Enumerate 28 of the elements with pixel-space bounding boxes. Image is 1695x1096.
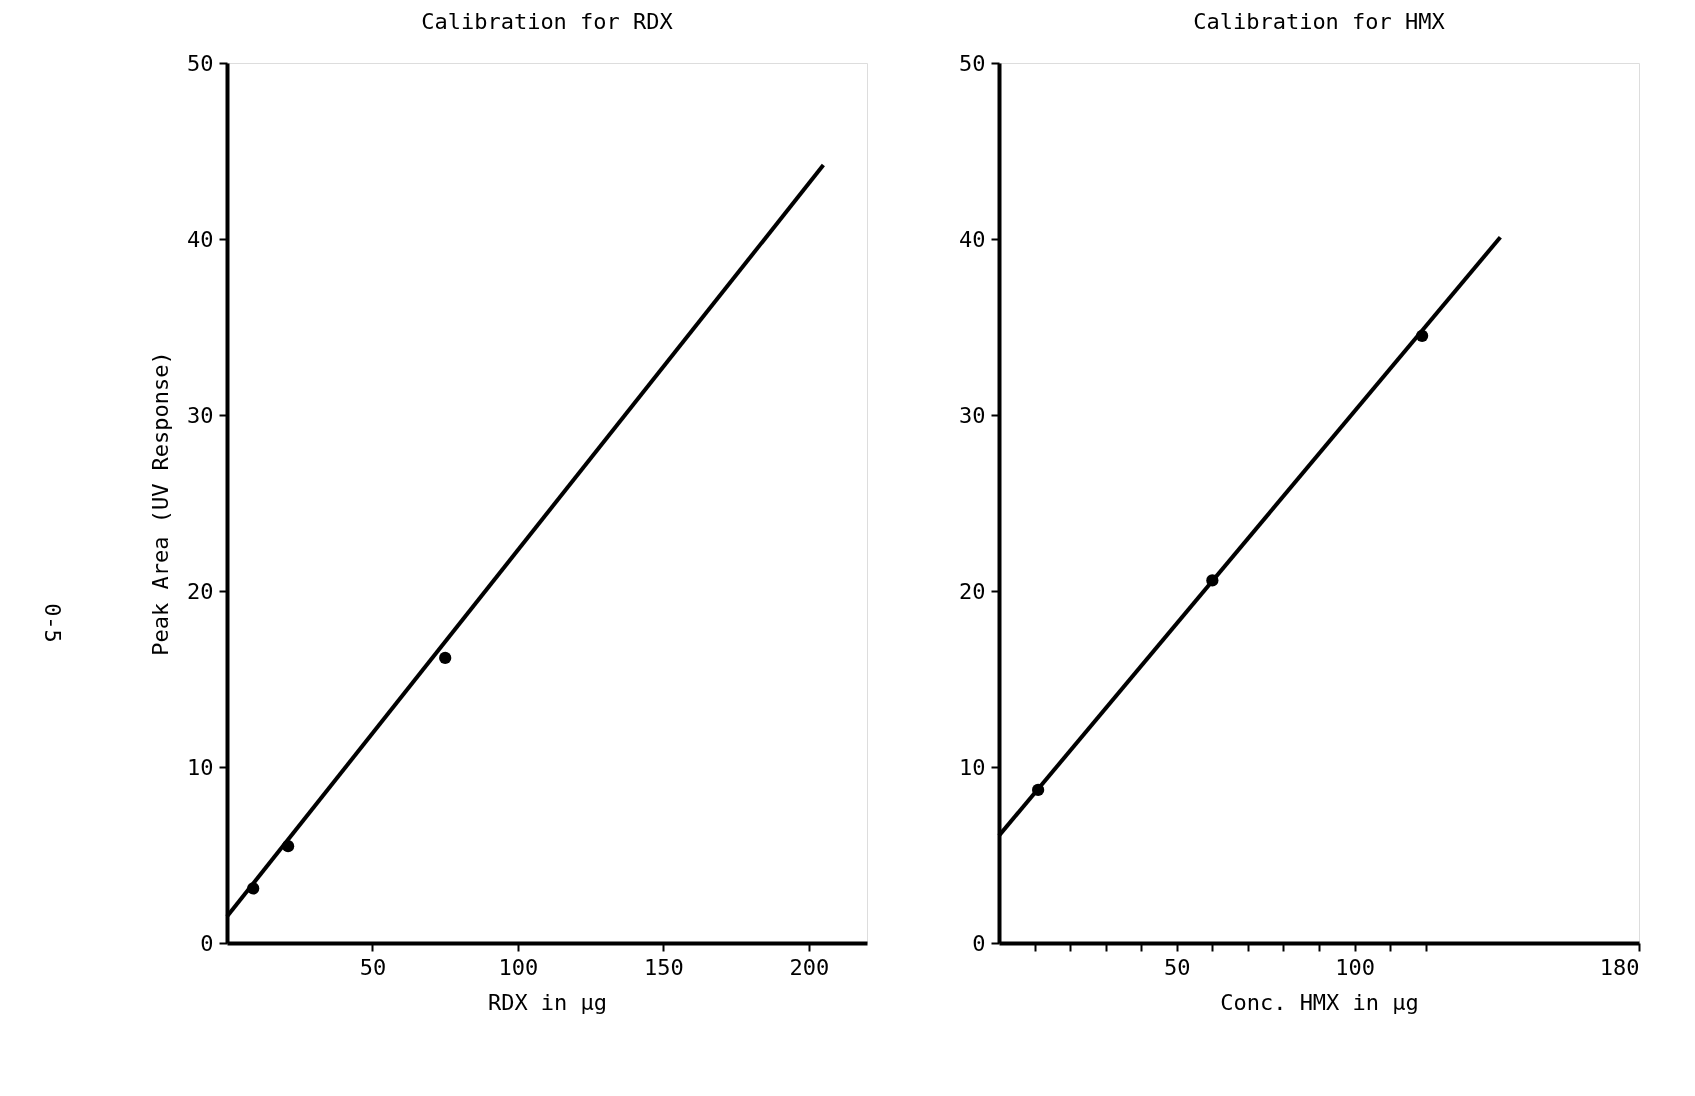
- point: [247, 882, 260, 895]
- y-tick-label: 50: [959, 50, 986, 76]
- y-tick-label: 40: [187, 226, 214, 252]
- x-tick-label: 100: [498, 954, 539, 980]
- text: 0-5: [40, 603, 65, 643]
- y-tick-label: 0: [972, 930, 986, 956]
- y-tick-label: 40: [959, 226, 986, 252]
- x-tick-label: 50: [1164, 954, 1191, 980]
- chart-title: Calibration for RDX: [421, 9, 674, 34]
- y-tick-label: 10: [959, 754, 986, 780]
- x-tick-label: 50: [359, 954, 387, 980]
- chart-title: Calibration for HMX: [1193, 9, 1446, 34]
- x-tick-label: 180: [1599, 954, 1640, 980]
- x-tick-label: 150: [643, 954, 684, 980]
- y-axis-title: Peak Area (UV Response): [148, 351, 174, 656]
- x-axis-title: RDX in µg: [487, 989, 608, 1015]
- x-axis-title: Conc. HMX in µg: [1220, 989, 1419, 1015]
- point: [439, 651, 452, 664]
- y-tick-label: 20: [187, 578, 214, 604]
- x-tick-label: 200: [789, 954, 830, 980]
- y-tick-label: 30: [959, 402, 986, 428]
- point: [281, 840, 295, 853]
- y-tick-label: 0: [200, 930, 214, 956]
- y-tick-label: 50: [187, 50, 214, 76]
- y-tick-label: 10: [187, 754, 214, 780]
- x-tick-label: 100: [1335, 954, 1375, 980]
- y-tick-label: 20: [959, 578, 986, 604]
- y-tick-label: 30: [187, 402, 214, 428]
